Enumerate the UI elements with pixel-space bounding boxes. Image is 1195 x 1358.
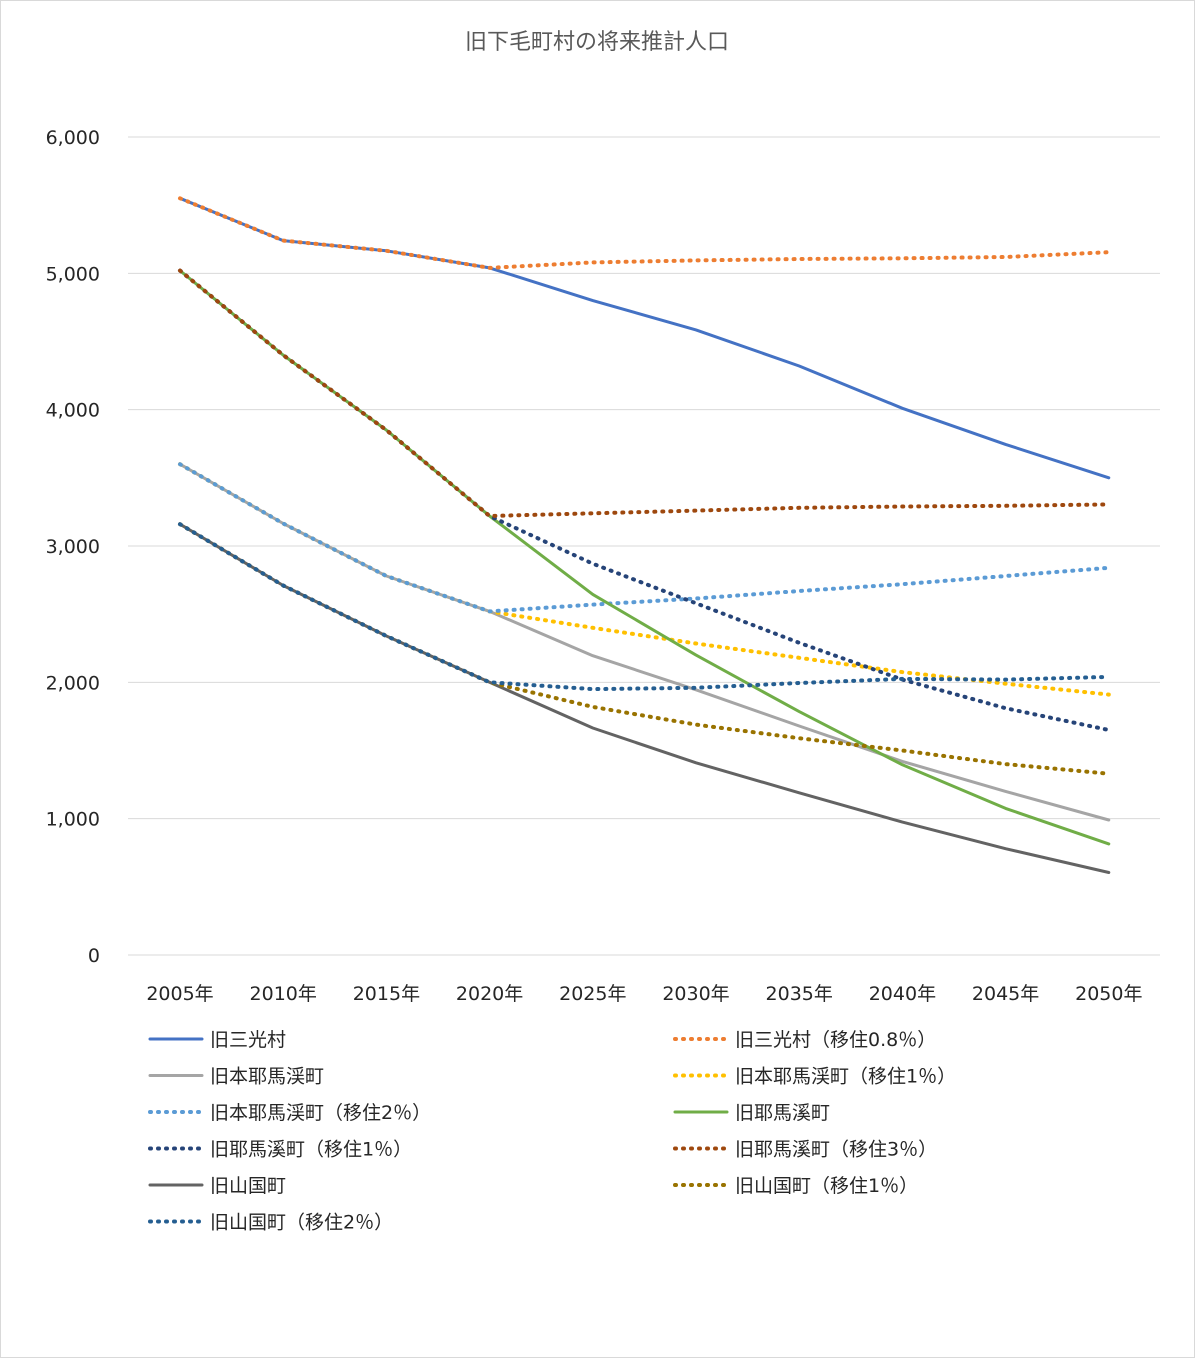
series-line-11 <box>178 522 1111 692</box>
series-line-6 <box>178 269 1111 846</box>
y-tick-label: 6,000 <box>46 127 100 149</box>
y-tick-label: 3,000 <box>46 536 100 558</box>
legend-label: 旧三光村（移住0.8％） <box>735 1029 936 1051</box>
series-line-5 <box>178 462 1111 614</box>
y-tick-label: 0 <box>88 945 100 967</box>
x-tick-label: 2045年 <box>972 983 1039 1005</box>
x-tick-label: 2025年 <box>559 983 626 1005</box>
series-line-9 <box>178 522 1111 874</box>
series-line-7 <box>178 268 1111 732</box>
legend-label: 旧山国町 <box>210 1175 286 1197</box>
legend-label: 旧耶馬溪町 <box>735 1102 830 1124</box>
x-tick-label: 2035年 <box>766 983 833 1005</box>
legend-label: 旧三光村 <box>210 1029 286 1051</box>
y-axis-ticks: 0 1,000 2,000 3,000 4,000 5,000 6,000 <box>46 127 100 967</box>
y-tick-label: 4,000 <box>46 400 100 422</box>
gridlines <box>128 136 1160 956</box>
y-tick-label: 2,000 <box>46 672 100 694</box>
series-lines <box>178 196 1111 874</box>
x-tick-label: 2005年 <box>146 983 213 1005</box>
legend-label: 旧山国町（移住2％） <box>210 1212 393 1234</box>
y-tick-label: 1,000 <box>46 809 100 831</box>
series-line-10 <box>178 522 1111 776</box>
x-tick-label: 2010年 <box>250 983 317 1005</box>
x-tick-label: 2040年 <box>869 983 936 1005</box>
series-line-2 <box>178 196 1111 270</box>
x-tick-label: 2050年 <box>1075 983 1142 1005</box>
legend-label: 旧本耶馬渓町（移住1％） <box>735 1066 956 1088</box>
x-tick-label: 2030年 <box>662 983 729 1005</box>
legend: 旧三光村 旧三光村（移住0.8％） 旧本耶馬渓町 旧本耶馬渓町（移住1％） 旧本耶馬渓町… <box>148 1029 956 1234</box>
legend-label: 旧耶馬溪町（移住1％） <box>210 1139 412 1161</box>
legend-label: 旧耶馬溪町（移住3％） <box>735 1139 937 1161</box>
legend-label: 旧本耶馬渓町 <box>210 1066 324 1088</box>
series-line-3 <box>178 462 1111 822</box>
legend-label: 旧本耶馬渓町（移住2％） <box>210 1102 431 1124</box>
chart-title: 旧下毛町村の将来推計人口 <box>465 30 729 55</box>
series-line-8 <box>178 268 1111 518</box>
series-line-1 <box>178 196 1111 480</box>
y-tick-label: 5,000 <box>46 263 100 285</box>
legend-label: 旧山国町（移住1％） <box>735 1175 918 1197</box>
x-tick-label: 2020年 <box>456 983 523 1005</box>
x-tick-label: 2015年 <box>353 983 420 1005</box>
x-axis-ticks: 2005年 2010年 2015年 2020年 2025年 2030年 2035年 2040年… <box>146 983 1142 1005</box>
